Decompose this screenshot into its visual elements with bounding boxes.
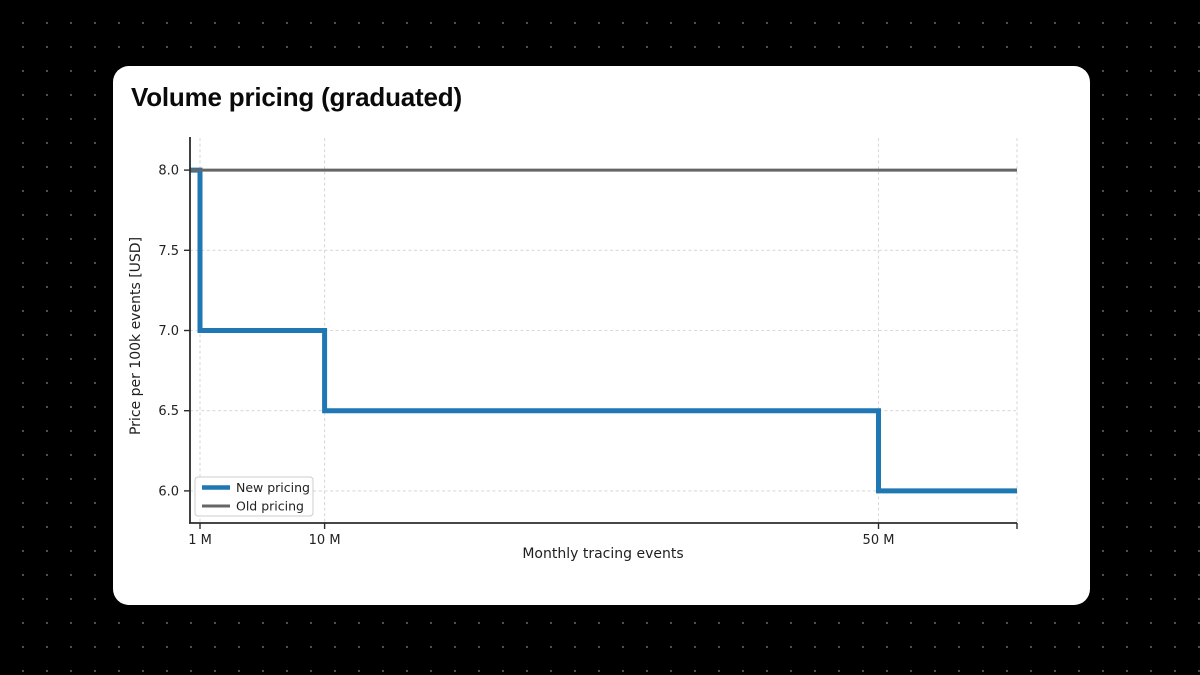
legend-label-new-pricing: New pricing — [236, 480, 310, 495]
y-tick-label: 7.5 — [158, 244, 179, 259]
x-tick-label: 50 M — [863, 533, 895, 548]
y-axis-label: Price per 100k events [USD] — [128, 237, 144, 435]
plot-area: 6.0 6.5 7.0 7.5 8.0 1 M 10 M 50 M New pricing Old… — [158, 137, 1018, 548]
y-tick-label: 6.0 — [158, 484, 179, 499]
legend: New pricing Old pricing — [194, 476, 314, 517]
y-tick-label: 8.0 — [158, 164, 179, 179]
x-tick-label: 1 M — [188, 533, 212, 548]
volume-pricing-chart: 6.0 6.5 7.0 7.5 8.0 1 M 10 M 50 M New pricing Old… — [128, 137, 1018, 562]
x-tick-label: 10 M — [309, 533, 341, 548]
chart-title: Volume pricing (graduated) — [131, 82, 462, 112]
y-tick-label: 6.5 — [158, 404, 179, 419]
x-axis-label: Monthly tracing events — [522, 546, 683, 562]
series-line-new-pricing — [190, 167, 1017, 494]
legend-label-old-pricing: Old pricing — [236, 499, 304, 514]
y-tick-label: 7.0 — [158, 324, 179, 339]
chart-card: Volume pricing (graduated) 6.0 6.5 7.0 7.5 8… — [113, 66, 1090, 605]
